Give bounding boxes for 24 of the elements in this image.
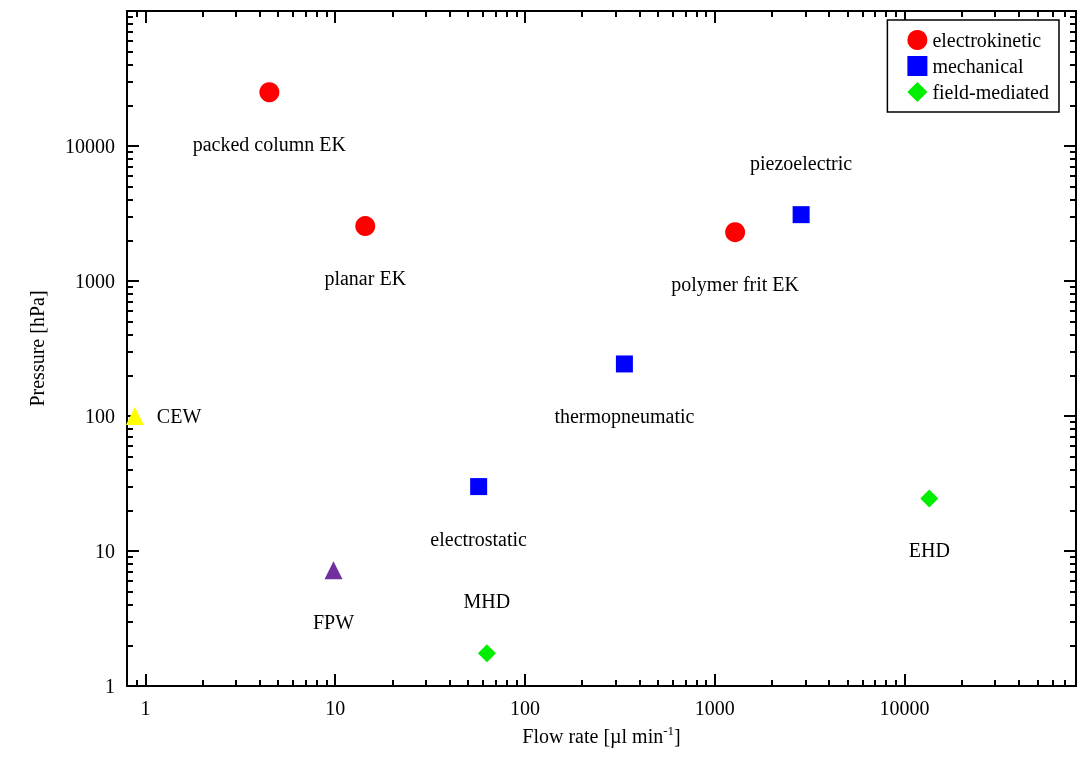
x-tick-label: 1 xyxy=(140,697,151,719)
y-tick-label: 10000 xyxy=(65,135,115,157)
x-tick-label: 10 xyxy=(325,697,346,719)
y-tick-label: 1000 xyxy=(75,270,115,292)
annotation: packed column EK xyxy=(192,133,347,157)
legend-label: field-mediated xyxy=(932,81,1050,103)
annotation: electrostatic xyxy=(430,527,528,550)
annotation: MHD xyxy=(463,590,511,613)
y-tick-label: 1 xyxy=(105,675,115,697)
legend-label: electrokinetic xyxy=(932,29,1042,51)
y-tick-label: 10 xyxy=(95,540,115,562)
annotation: FPW xyxy=(312,611,355,634)
x-tick-label: 10000 xyxy=(879,697,930,719)
annotation: thermopneumatic xyxy=(554,404,695,428)
legend-label: mechanical xyxy=(932,55,1024,77)
annotation: planar EK xyxy=(324,267,407,291)
y-tick-label: 100 xyxy=(85,405,115,427)
annotation: piezoelectric xyxy=(750,151,853,175)
x-tick-label: 1000 xyxy=(694,697,735,719)
annotation: EHD xyxy=(908,539,950,562)
annotation: CEW xyxy=(156,405,202,427)
annotation: polymer frit EK xyxy=(671,273,800,297)
x-tick-label: 100 xyxy=(509,697,540,719)
y-axis-title: Pressure [hPa] xyxy=(26,290,48,407)
